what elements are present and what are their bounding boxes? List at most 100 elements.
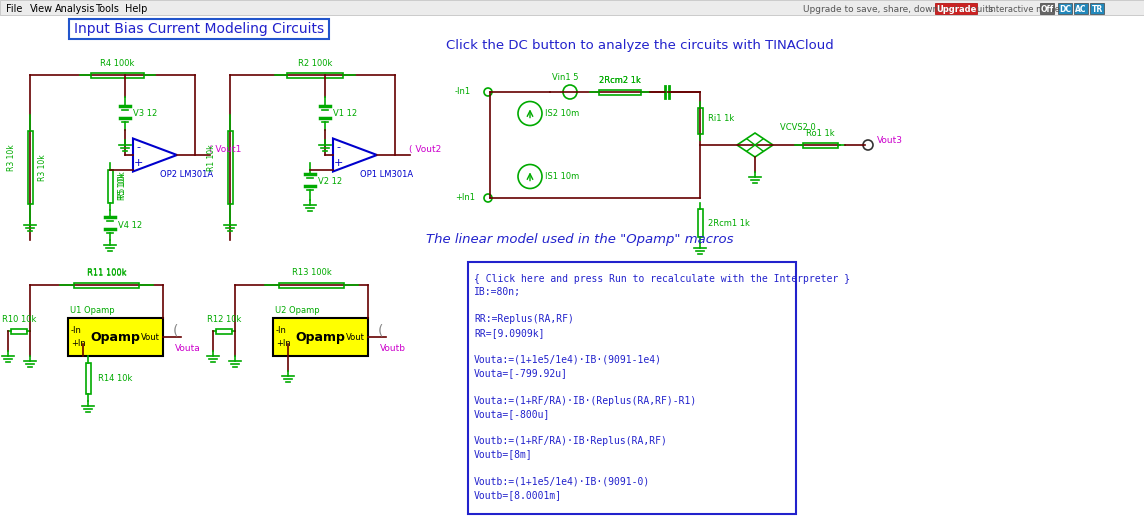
Text: ( Vout2: ( Vout2 [410, 145, 442, 154]
Text: V2 12: V2 12 [318, 177, 342, 186]
Text: R3 10k: R3 10k [8, 144, 16, 171]
Circle shape [484, 194, 492, 202]
Text: -In: -In [276, 326, 287, 335]
Text: +In: +In [276, 339, 291, 348]
Text: OP2 LM301A: OP2 LM301A [160, 170, 213, 179]
Text: (: ( [378, 324, 383, 338]
Text: +In1: +In1 [455, 194, 475, 203]
FancyBboxPatch shape [1040, 3, 1054, 14]
Text: Vout: Vout [141, 332, 160, 342]
Text: U1 Opamp: U1 Opamp [70, 306, 114, 315]
Text: U2 Opamp: U2 Opamp [275, 306, 319, 315]
Text: Opamp: Opamp [90, 330, 141, 344]
Text: Vouta=[-800u]: Vouta=[-800u] [474, 409, 550, 419]
Bar [216, 329, 232, 334]
Bar [599, 89, 641, 95]
Text: RR:=Replus(RA,RF): RR:=Replus(RA,RF) [474, 314, 574, 325]
Circle shape [518, 102, 542, 126]
Text: Vouta:=(1+1e5/1e4)·IB·(9091-1e4): Vouta:=(1+1e5/1e4)·IB·(9091-1e4) [474, 355, 662, 365]
Polygon shape [133, 138, 177, 171]
Text: RR=[9.0909k]: RR=[9.0909k] [474, 328, 545, 338]
Text: R1 10k: R1 10k [207, 144, 216, 171]
Text: TR: TR [1091, 4, 1103, 13]
Bar [67, 318, 162, 356]
Text: R3 10k: R3 10k [38, 154, 47, 181]
Text: R10 10k: R10 10k [2, 315, 37, 325]
Text: R4 100k: R4 100k [101, 59, 135, 68]
Text: Vouta:=(1+RF/RA)·IB·(Replus(RA,RF)-R1): Vouta:=(1+RF/RA)·IB·(Replus(RA,RF)-R1) [474, 395, 697, 405]
Text: V4 12: V4 12 [118, 220, 142, 229]
Text: Vouta: Vouta [175, 344, 200, 353]
Text: Input Bias Current Modeling Circuits: Input Bias Current Modeling Circuits [74, 22, 324, 36]
Text: Vin1 5: Vin1 5 [551, 73, 578, 82]
Bar [228, 131, 232, 204]
Text: -: - [336, 142, 340, 152]
Text: Analysis: Analysis [55, 4, 95, 14]
Bar [74, 282, 140, 287]
Text: 2Rcm2 1k: 2Rcm2 1k [599, 76, 641, 85]
Text: Help: Help [125, 4, 148, 14]
Bar [468, 262, 796, 514]
Text: -In: -In [71, 326, 82, 335]
FancyBboxPatch shape [1058, 3, 1072, 14]
Text: V1 12: V1 12 [333, 109, 357, 118]
Text: R14 10k: R14 10k [98, 374, 133, 383]
Bar [11, 329, 26, 334]
Text: ( Vout1: ( Vout1 [209, 145, 241, 154]
FancyBboxPatch shape [1090, 3, 1104, 14]
Text: Interactive mode: Interactive mode [988, 4, 1060, 13]
Circle shape [484, 88, 492, 96]
Text: DC: DC [1059, 4, 1071, 13]
Text: Ro1 1k: Ro1 1k [805, 129, 834, 138]
Text: R2 100k: R2 100k [297, 59, 332, 68]
Text: IB:=80n;: IB:=80n; [474, 287, 521, 297]
Bar [92, 72, 144, 78]
Text: R5 10k: R5 10k [118, 172, 127, 198]
FancyBboxPatch shape [69, 19, 329, 39]
Text: +In: +In [71, 339, 86, 348]
Text: R13 100k: R13 100k [292, 268, 332, 277]
Text: Voutb: Voutb [380, 344, 406, 353]
Text: AC: AC [1075, 4, 1087, 13]
Bar [287, 72, 343, 78]
Text: -: - [136, 142, 140, 152]
Polygon shape [737, 133, 773, 157]
Text: { Click here and press Run to recalculate with the Interpreter }: { Click here and press Run to recalculat… [474, 274, 850, 284]
Text: +: + [134, 157, 143, 168]
Text: Voutb=[8m]: Voutb=[8m] [474, 450, 533, 460]
Bar [0, 0, 1144, 15]
Bar [273, 318, 368, 356]
Text: Upgrade to save, share, download circuits: Upgrade to save, share, download circuit… [803, 5, 993, 14]
Bar [802, 143, 837, 147]
Text: IS2 10m: IS2 10m [545, 109, 579, 118]
Text: Tools: Tools [95, 4, 119, 14]
Text: Upgrade: Upgrade [936, 4, 976, 13]
Text: Vout: Vout [345, 332, 365, 342]
FancyBboxPatch shape [935, 3, 977, 14]
Text: Voutb:=(1+1e5/1e4)·IB·(9091-0): Voutb:=(1+1e5/1e4)·IB·(9091-0) [474, 477, 650, 486]
Text: The linear model used in the "Opamp" macros: The linear model used in the "Opamp" mac… [427, 234, 733, 246]
Text: R5 10k: R5 10k [118, 173, 127, 200]
Polygon shape [333, 138, 378, 171]
Text: View: View [30, 4, 53, 14]
Text: (: ( [173, 324, 178, 338]
Text: 2Rcm2 1k: 2Rcm2 1k [599, 76, 641, 85]
Text: Click the DC button to analyze the circuits with TINACloud: Click the DC button to analyze the circu… [446, 39, 834, 53]
Text: Vout3: Vout3 [877, 136, 903, 145]
Text: +: + [333, 157, 343, 168]
Bar [279, 282, 344, 287]
Text: Voutb:=(1+RF/RA)·IB·Replus(RA,RF): Voutb:=(1+RF/RA)·IB·Replus(RA,RF) [474, 436, 668, 446]
Text: 2Rcm1 1k: 2Rcm1 1k [708, 219, 749, 228]
Text: VCVS2 0: VCVS2 0 [780, 123, 816, 132]
Bar [698, 209, 702, 237]
Text: R11 100k: R11 100k [87, 269, 126, 278]
Text: Ri1 1k: Ri1 1k [708, 114, 734, 123]
Bar [698, 107, 702, 134]
Text: OP1 LM301A: OP1 LM301A [360, 170, 413, 179]
FancyBboxPatch shape [1074, 3, 1088, 14]
Text: -In1: -In1 [455, 87, 471, 96]
Text: Opamp: Opamp [295, 330, 345, 344]
Text: Voutb=[8.0001m]: Voutb=[8.0001m] [474, 490, 562, 500]
Text: File: File [6, 4, 23, 14]
Text: R11 100k: R11 100k [87, 268, 126, 277]
